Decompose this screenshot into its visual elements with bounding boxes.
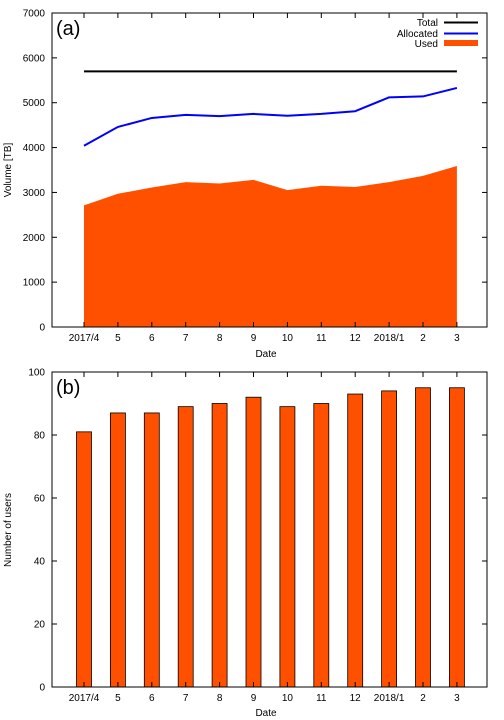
panel-b-y-ticks: 0 20 40 60 80 100 xyxy=(28,368,487,694)
panel-a-label: (a) xyxy=(56,18,80,40)
panel-a-x-tick-label: 9 xyxy=(251,333,257,344)
panel-b-y-tick-label: 20 xyxy=(34,620,46,631)
users-bar xyxy=(279,406,296,688)
users-bar xyxy=(415,387,431,688)
users-bar xyxy=(110,412,126,688)
panel-a-plot-frame xyxy=(51,12,488,328)
panel-a-x-tick-label: 6 xyxy=(149,333,155,344)
panel-b-x-tick-label: 7 xyxy=(183,693,189,704)
panel-a-y-tick-label: 4000 xyxy=(23,143,46,154)
panel-a-x-tick-label: 12 xyxy=(350,333,362,344)
legend-swatch-used xyxy=(444,40,478,46)
panel-b-y-tick-label: 100 xyxy=(28,368,45,379)
bar-series-layer xyxy=(76,387,465,688)
panel-b-x-tick-label: 6 xyxy=(149,693,155,704)
users-bar xyxy=(177,406,194,688)
panel-b-x-tick-label: 8 xyxy=(217,693,223,704)
panel-a-x-tick-label: 7 xyxy=(183,333,189,344)
panel-b-y-tick-label: 80 xyxy=(34,431,46,442)
panel-a-x-tick-label: 5 xyxy=(115,333,121,344)
legend-label-allocated: Allocated xyxy=(397,29,438,40)
panel-a-x-ticks: 2017/4 5 6 7 8 9 10 11 12 2018/1 2 3 xyxy=(69,13,460,344)
users-bar xyxy=(381,390,398,688)
panel-a-x-tick-label: 2018/1 xyxy=(374,333,405,344)
users-bar xyxy=(143,412,160,688)
users-bar xyxy=(245,396,262,688)
panel-b-y-tick-label: 0 xyxy=(39,683,45,694)
panel-a-x-tick-label: 2 xyxy=(420,333,426,344)
panel-a-x-tick-label: 10 xyxy=(282,333,294,344)
used-area-layer xyxy=(84,165,457,327)
panel-b-x-tick-label: 9 xyxy=(251,693,257,704)
panel-b-x-tick-label: 2017/4 xyxy=(69,693,100,704)
panel-b-y-tick-label: 60 xyxy=(34,494,46,505)
panel-a-y-tick-label: 0 xyxy=(39,323,45,334)
panel-b-x-tick-label: 5 xyxy=(115,693,121,704)
panel-b-x-ticks: 2017/4 5 6 7 8 9 10 11 12 2018/1 2 3 xyxy=(69,372,460,704)
panel-a-x-axis-label: Date xyxy=(255,349,277,360)
panel-a-x-tick-label: 11 xyxy=(316,333,327,344)
panel-b-x-tick-label: 10 xyxy=(282,693,294,704)
panel-b-label: (b) xyxy=(56,377,80,399)
panel-b-x-tick-label: 3 xyxy=(454,693,460,704)
used-area xyxy=(84,165,457,327)
panel-a-y-tick-label: 1000 xyxy=(23,278,46,289)
allocated-line xyxy=(83,86,458,147)
line-series-layer xyxy=(83,70,458,147)
panel-b-x-tick-label: 2018/1 xyxy=(374,693,405,704)
panel-a-y-ticks: 0 1000 2000 3000 4000 5000 6000 7000 xyxy=(23,9,487,334)
panel-a-y-tick-label: 7000 xyxy=(23,9,46,20)
legend-label-used: Used xyxy=(415,39,438,50)
users-bar xyxy=(448,387,465,688)
panel-b-x-tick-label: 11 xyxy=(316,693,327,704)
panel-a-y-tick-label: 6000 xyxy=(23,53,46,64)
panel-a-y-axis-label: Volume [TB] xyxy=(3,143,14,198)
panel-b-y-tick-label: 40 xyxy=(34,557,46,568)
panel-a-x-tick-label: 8 xyxy=(217,333,223,344)
users-bar xyxy=(313,403,330,688)
panel-a-y-tick-label: 5000 xyxy=(23,98,46,109)
panel-b-x-tick-label: 2 xyxy=(420,693,426,704)
panel-b-plot-frame xyxy=(51,371,488,688)
panel-a-x-tick-label: 2017/4 xyxy=(69,333,100,344)
legend-label-total: Total xyxy=(417,18,438,29)
panel-b-x-tick-label: 12 xyxy=(350,693,362,704)
users-bar xyxy=(76,431,92,688)
panel-b-users-chart: 0 20 40 60 80 100 2017/4 5 6 7 8 9 10 11 12 2018/1 2 3 (… xyxy=(3,368,488,719)
panel-b-x-axis-label: Date xyxy=(255,708,277,719)
panel-a-y-tick-label: 3000 xyxy=(23,188,46,199)
panel-a-x-tick-label: 3 xyxy=(454,333,460,344)
panel-a-volume-chart: 0 1000 2000 3000 4000 5000 6000 7000 2017/4 5 6 7 8… xyxy=(3,9,488,360)
panel-a-y-tick-label: 2000 xyxy=(23,233,46,244)
panel-b-y-axis-label: Number of users xyxy=(3,493,14,567)
users-bar xyxy=(211,403,228,688)
users-bar xyxy=(347,393,364,688)
panel-a-legend: Total Allocated Used xyxy=(397,18,478,50)
